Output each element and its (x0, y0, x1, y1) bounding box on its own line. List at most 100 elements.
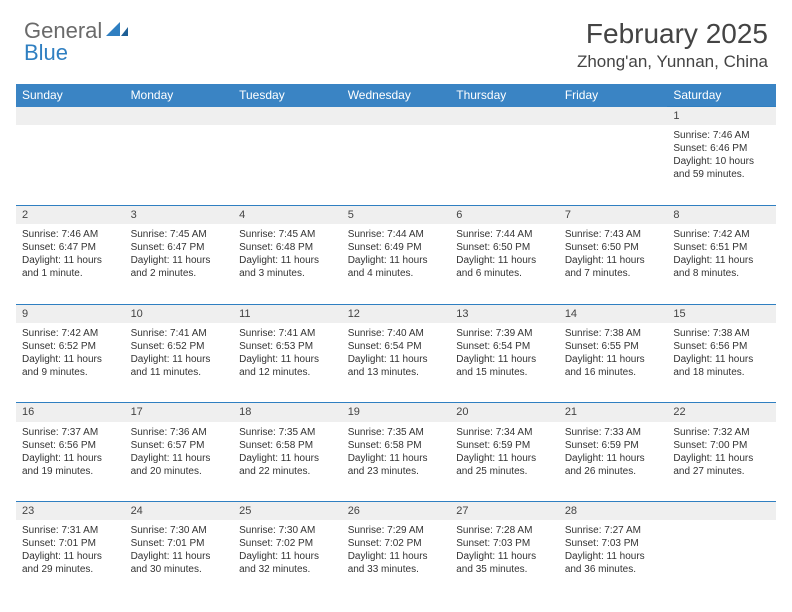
sunset-text: Sunset: 6:59 PM (456, 439, 553, 452)
sunrise-text: Sunrise: 7:29 AM (348, 524, 445, 537)
sunset-text: Sunset: 6:54 PM (348, 340, 445, 353)
day-number-cell: 2 (16, 205, 125, 224)
weekday-header: Friday (559, 84, 668, 107)
sunrise-text: Sunrise: 7:44 AM (456, 228, 553, 241)
sunrise-text: Sunrise: 7:46 AM (673, 129, 770, 142)
sunset-text: Sunset: 6:57 PM (131, 439, 228, 452)
daylight-text: Daylight: 11 hours and 22 minutes. (239, 452, 336, 478)
day-detail-cell: Sunrise: 7:43 AMSunset: 6:50 PMDaylight:… (559, 224, 668, 304)
sunset-text: Sunset: 6:48 PM (239, 241, 336, 254)
sunrise-text: Sunrise: 7:35 AM (239, 426, 336, 439)
sunrise-text: Sunrise: 7:27 AM (565, 524, 662, 537)
day-number-cell (233, 107, 342, 126)
calendar-body: 1Sunrise: 7:46 AMSunset: 6:46 PMDaylight… (16, 107, 776, 601)
daylight-text: Daylight: 11 hours and 20 minutes. (131, 452, 228, 478)
day-detail-cell: Sunrise: 7:34 AMSunset: 6:59 PMDaylight:… (450, 422, 559, 502)
day-number-cell: 24 (125, 502, 234, 521)
day-number-cell: 15 (667, 304, 776, 323)
sunset-text: Sunset: 6:54 PM (456, 340, 553, 353)
sunrise-text: Sunrise: 7:30 AM (239, 524, 336, 537)
daylight-text: Daylight: 11 hours and 16 minutes. (565, 353, 662, 379)
day-number-row: 16171819202122 (16, 403, 776, 422)
day-detail-row: Sunrise: 7:46 AMSunset: 6:46 PMDaylight:… (16, 125, 776, 205)
day-number-cell: 26 (342, 502, 451, 521)
sunset-text: Sunset: 7:02 PM (239, 537, 336, 550)
day-detail-cell: Sunrise: 7:38 AMSunset: 6:56 PMDaylight:… (667, 323, 776, 403)
sunset-text: Sunset: 6:47 PM (131, 241, 228, 254)
weekday-header: Monday (125, 84, 234, 107)
sunset-text: Sunset: 6:56 PM (673, 340, 770, 353)
day-number-cell: 20 (450, 403, 559, 422)
daylight-text: Daylight: 11 hours and 18 minutes. (673, 353, 770, 379)
weekday-header: Thursday (450, 84, 559, 107)
sunset-text: Sunset: 6:50 PM (456, 241, 553, 254)
daylight-text: Daylight: 11 hours and 27 minutes. (673, 452, 770, 478)
day-detail-row: Sunrise: 7:42 AMSunset: 6:52 PMDaylight:… (16, 323, 776, 403)
sunset-text: Sunset: 7:00 PM (673, 439, 770, 452)
sunrise-text: Sunrise: 7:36 AM (131, 426, 228, 439)
sunset-text: Sunset: 6:53 PM (239, 340, 336, 353)
day-detail-cell: Sunrise: 7:36 AMSunset: 6:57 PMDaylight:… (125, 422, 234, 502)
day-number-cell (342, 107, 451, 126)
day-number-cell: 4 (233, 205, 342, 224)
title-block: February 2025 Zhong'an, Yunnan, China (577, 18, 768, 72)
day-number-cell: 23 (16, 502, 125, 521)
day-detail-cell (233, 125, 342, 205)
daylight-text: Daylight: 11 hours and 13 minutes. (348, 353, 445, 379)
day-number-cell: 12 (342, 304, 451, 323)
daylight-text: Daylight: 11 hours and 15 minutes. (456, 353, 553, 379)
daylight-text: Daylight: 11 hours and 2 minutes. (131, 254, 228, 280)
sunset-text: Sunset: 6:46 PM (673, 142, 770, 155)
daylight-text: Daylight: 10 hours and 59 minutes. (673, 155, 770, 181)
sunset-text: Sunset: 7:02 PM (348, 537, 445, 550)
weekday-header-row: Sunday Monday Tuesday Wednesday Thursday… (16, 84, 776, 107)
daylight-text: Daylight: 11 hours and 7 minutes. (565, 254, 662, 280)
sunrise-text: Sunrise: 7:28 AM (456, 524, 553, 537)
day-detail-cell: Sunrise: 7:35 AMSunset: 6:58 PMDaylight:… (233, 422, 342, 502)
day-number-cell: 27 (450, 502, 559, 521)
day-number-cell: 19 (342, 403, 451, 422)
daylight-text: Daylight: 11 hours and 6 minutes. (456, 254, 553, 280)
sunset-text: Sunset: 7:03 PM (456, 537, 553, 550)
day-number-cell: 6 (450, 205, 559, 224)
daylight-text: Daylight: 11 hours and 3 minutes. (239, 254, 336, 280)
day-detail-row: Sunrise: 7:37 AMSunset: 6:56 PMDaylight:… (16, 422, 776, 502)
day-detail-cell: Sunrise: 7:37 AMSunset: 6:56 PMDaylight:… (16, 422, 125, 502)
day-number-cell: 1 (667, 107, 776, 126)
weekday-header: Sunday (16, 84, 125, 107)
day-detail-cell: Sunrise: 7:46 AMSunset: 6:47 PMDaylight:… (16, 224, 125, 304)
day-number-cell: 21 (559, 403, 668, 422)
sunset-text: Sunset: 6:47 PM (22, 241, 119, 254)
day-number-cell: 18 (233, 403, 342, 422)
day-detail-cell (342, 125, 451, 205)
day-number-cell: 5 (342, 205, 451, 224)
sunrise-text: Sunrise: 7:42 AM (673, 228, 770, 241)
sunset-text: Sunset: 6:58 PM (348, 439, 445, 452)
sunrise-text: Sunrise: 7:37 AM (22, 426, 119, 439)
day-number-cell: 28 (559, 502, 668, 521)
sunset-text: Sunset: 7:01 PM (131, 537, 228, 550)
day-detail-row: Sunrise: 7:31 AMSunset: 7:01 PMDaylight:… (16, 520, 776, 600)
brand-sail-icon (106, 20, 128, 43)
day-detail-cell (559, 125, 668, 205)
daylight-text: Daylight: 11 hours and 12 minutes. (239, 353, 336, 379)
location-text: Zhong'an, Yunnan, China (577, 52, 768, 72)
day-detail-cell (125, 125, 234, 205)
day-detail-cell: Sunrise: 7:28 AMSunset: 7:03 PMDaylight:… (450, 520, 559, 600)
sunrise-text: Sunrise: 7:34 AM (456, 426, 553, 439)
day-number-cell (667, 502, 776, 521)
day-number-cell (559, 107, 668, 126)
day-number-cell: 9 (16, 304, 125, 323)
day-number-cell (16, 107, 125, 126)
day-detail-cell: Sunrise: 7:45 AMSunset: 6:48 PMDaylight:… (233, 224, 342, 304)
daylight-text: Daylight: 11 hours and 32 minutes. (239, 550, 336, 576)
sunrise-text: Sunrise: 7:38 AM (565, 327, 662, 340)
day-number-cell: 17 (125, 403, 234, 422)
day-number-cell: 11 (233, 304, 342, 323)
daylight-text: Daylight: 11 hours and 9 minutes. (22, 353, 119, 379)
sunset-text: Sunset: 6:58 PM (239, 439, 336, 452)
day-detail-cell (667, 520, 776, 600)
sunset-text: Sunset: 6:52 PM (22, 340, 119, 353)
daylight-text: Daylight: 11 hours and 19 minutes. (22, 452, 119, 478)
sunset-text: Sunset: 6:50 PM (565, 241, 662, 254)
